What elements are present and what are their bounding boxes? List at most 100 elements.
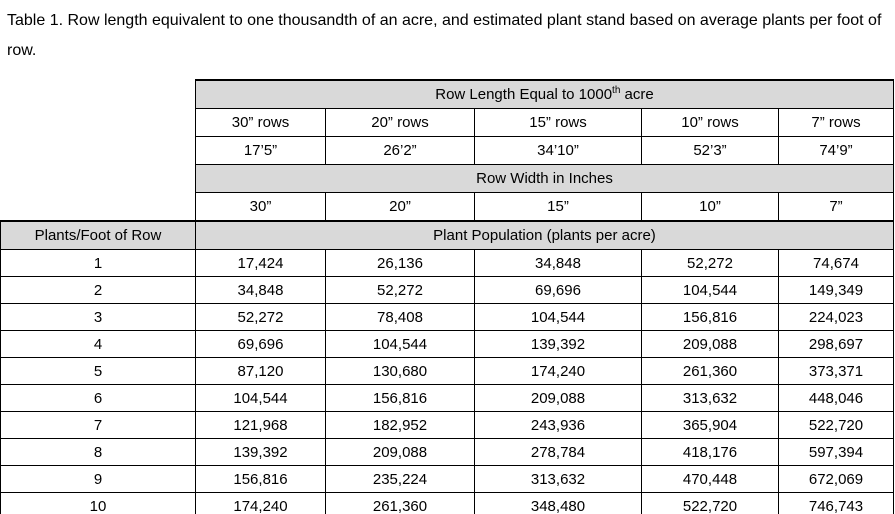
table-row: 8 139,392 209,088 278,784 418,176 597,39… <box>0 438 894 466</box>
population-cell: 348,480 <box>474 492 642 514</box>
population-cell: 121,968 <box>195 411 326 439</box>
population-cell: 69,696 <box>474 276 642 304</box>
plants-per-foot-cell: 7 <box>0 411 196 439</box>
population-cell: 261,360 <box>325 492 475 514</box>
row-width-value: 20” <box>325 192 475 222</box>
row-length-suffix: acre <box>620 86 654 103</box>
population-cell: 209,088 <box>474 384 642 412</box>
table-row: 3 52,272 78,408 104,544 156,816 224,023 <box>0 303 894 331</box>
row-length-value: 34’10” <box>474 136 642 165</box>
row-length-value: 52’3” <box>641 136 779 165</box>
population-cell: 139,392 <box>195 438 326 466</box>
plants-per-foot-cell: 5 <box>0 357 196 385</box>
population-cell: 522,720 <box>641 492 779 514</box>
population-cell: 672,069 <box>778 465 894 493</box>
table-row: 4 69,696 104,544 139,392 209,088 298,697 <box>0 330 894 358</box>
population-cell: 156,816 <box>195 465 326 493</box>
row-type-labels-row: 30” rows 20” rows 15” rows 10” rows 7” r… <box>0 108 894 137</box>
plants-per-foot-cell: 9 <box>0 465 196 493</box>
population-cell: 130,680 <box>325 357 475 385</box>
population-cell: 74,674 <box>778 249 894 277</box>
row-width-value: 10” <box>641 192 779 222</box>
population-cell: 52,272 <box>641 249 779 277</box>
table-row: 6 104,544 156,816 209,088 313,632 448,04… <box>0 384 894 412</box>
population-cell: 156,816 <box>641 303 779 331</box>
row-length-value: 74’9” <box>778 136 894 165</box>
population-cell: 373,371 <box>778 357 894 385</box>
row-width-header-row: Row Width in Inches <box>0 164 894 193</box>
plants-per-foot-header-cell: Plants/Foot of Row <box>0 220 196 250</box>
row-width-value: 15” <box>474 192 642 222</box>
population-cell: 156,816 <box>325 384 475 412</box>
table-row: 5 87,120 130,680 174,240 261,360 373,371 <box>0 357 894 385</box>
population-cell: 597,394 <box>778 438 894 466</box>
table-caption: Table 1. Row length equivalent to one th… <box>7 12 882 59</box>
population-cell: 448,046 <box>778 384 894 412</box>
table-row: 9 156,816 235,224 313,632 470,448 672,06… <box>0 465 894 493</box>
plants-per-foot-cell: 4 <box>0 330 196 358</box>
population-header-cell: Plant Population (plants per acre) <box>195 220 894 250</box>
plants-per-foot-cell: 1 <box>0 249 196 277</box>
population-cell: 34,848 <box>474 249 642 277</box>
row-type-label: 15” rows <box>474 108 642 137</box>
population-cell: 209,088 <box>641 330 779 358</box>
population-cell: 104,544 <box>195 384 326 412</box>
population-cell: 298,697 <box>778 330 894 358</box>
row-width-header-cell: Row Width in Inches <box>195 164 894 193</box>
population-cell: 139,392 <box>474 330 642 358</box>
population-cell: 182,952 <box>325 411 475 439</box>
population-cell: 235,224 <box>325 465 475 493</box>
population-cell: 746,743 <box>778 492 894 514</box>
population-cell: 104,544 <box>474 303 642 331</box>
row-length-header-cell: Row Length Equal to 1000th acre <box>195 79 894 109</box>
row-length-prefix: Row Length Equal to 1000 <box>435 86 613 103</box>
population-cell: 104,544 <box>325 330 475 358</box>
population-cell: 17,424 <box>195 249 326 277</box>
population-cell: 313,632 <box>641 384 779 412</box>
population-cell: 52,272 <box>195 303 326 331</box>
population-cell: 313,632 <box>474 465 642 493</box>
plants-per-foot-cell: 2 <box>0 276 196 304</box>
row-width-values-row: 30” 20” 15” 10” 7” <box>0 192 894 222</box>
row-type-label: 20” rows <box>325 108 475 137</box>
population-cell: 34,848 <box>195 276 326 304</box>
population-cell: 149,349 <box>778 276 894 304</box>
row-type-label: 7” rows <box>778 108 894 137</box>
blank-cell <box>0 80 196 109</box>
population-cell: 522,720 <box>778 411 894 439</box>
table-row: 7 121,968 182,952 243,936 365,904 522,72… <box>0 411 894 439</box>
population-cell: 365,904 <box>641 411 779 439</box>
plants-per-foot-cell: 8 <box>0 438 196 466</box>
population-cell: 209,088 <box>325 438 475 466</box>
row-length-superscript: th <box>612 85 621 96</box>
population-cell: 78,408 <box>325 303 475 331</box>
row-type-label: 10” rows <box>641 108 779 137</box>
plants-per-foot-cell: 6 <box>0 384 196 412</box>
population-cell: 261,360 <box>641 357 779 385</box>
row-width-value: 30” <box>195 192 326 222</box>
population-cell: 87,120 <box>195 357 326 385</box>
row-length-value: 26’2” <box>325 136 475 165</box>
plants-per-foot-cell: 10 <box>0 492 196 514</box>
blank-cell <box>0 136 196 165</box>
blank-cell <box>0 164 196 193</box>
blank-cell <box>0 108 196 137</box>
population-cell: 224,023 <box>778 303 894 331</box>
table-row: 1 17,424 26,136 34,848 52,272 74,674 <box>0 249 894 277</box>
plant-population-table: Row Length Equal to 1000th acre 30” rows… <box>0 79 894 514</box>
row-type-label: 30” rows <box>195 108 326 137</box>
plants-per-foot-cell: 3 <box>0 303 196 331</box>
population-cell: 418,176 <box>641 438 779 466</box>
population-header-row: Plants/Foot of Row Plant Population (pla… <box>0 220 894 250</box>
population-cell: 278,784 <box>474 438 642 466</box>
population-cell: 104,544 <box>641 276 779 304</box>
table-row: 2 34,848 52,272 69,696 104,544 149,349 <box>0 276 894 304</box>
table-row: 10 174,240 261,360 348,480 522,720 746,7… <box>0 492 894 514</box>
population-cell: 243,936 <box>474 411 642 439</box>
population-cell: 69,696 <box>195 330 326 358</box>
population-cell: 174,240 <box>195 492 326 514</box>
row-width-value: 7” <box>778 192 894 222</box>
population-cell: 470,448 <box>641 465 779 493</box>
population-cell: 174,240 <box>474 357 642 385</box>
